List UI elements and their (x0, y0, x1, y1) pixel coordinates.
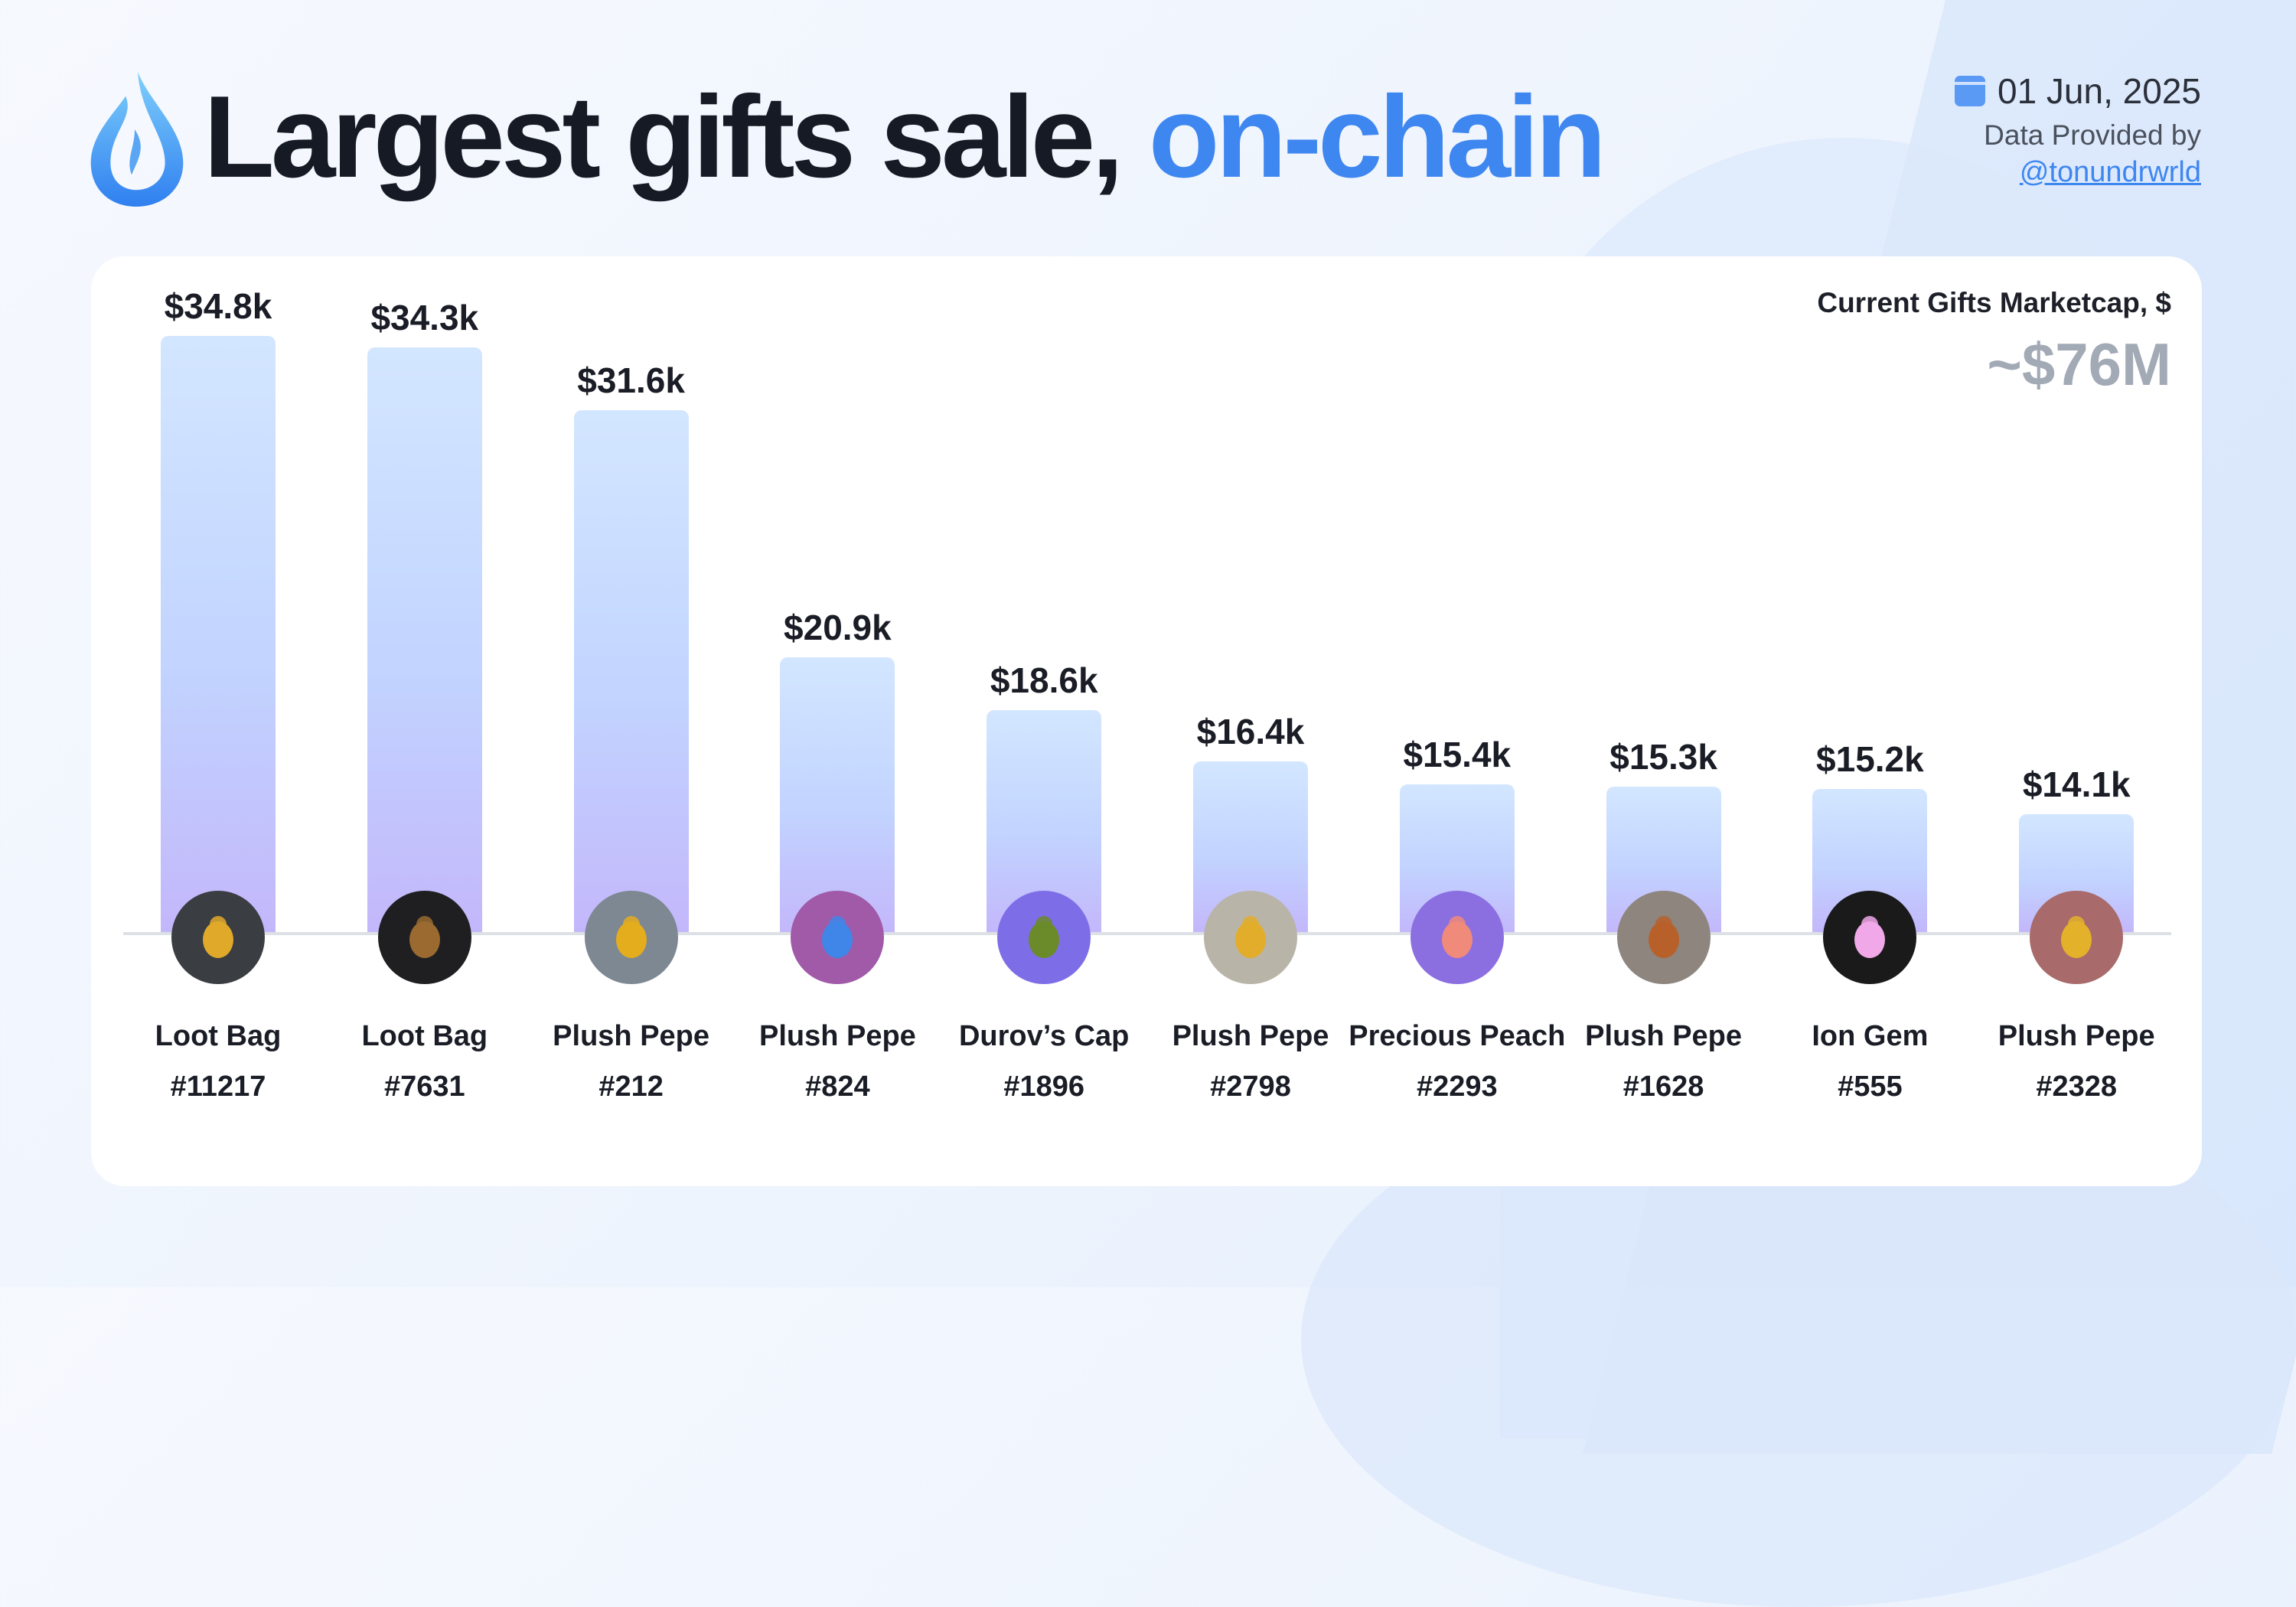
provider-handle-link[interactable]: @tonundrwrld (2019, 156, 2201, 188)
header-meta: 01 Jun, 2025 Data Provided by @tonundrwr… (1954, 70, 2201, 189)
loot-bag-icon (171, 891, 265, 984)
gift-number: #1628 (1623, 1071, 1704, 1103)
gift-number: #11217 (170, 1071, 266, 1103)
bar-value-label: $18.6k (990, 660, 1098, 701)
gift-name: Ion Gem (1812, 1020, 1929, 1052)
plush-pepe-icon (2030, 891, 2124, 984)
bar-value-label: $16.4k (1196, 711, 1305, 751)
gift-name: Plush Pepe (1998, 1020, 2155, 1052)
title-main: Largest gifts sale, (204, 72, 1124, 202)
date-row: 01 Jun, 2025 (1954, 70, 2201, 112)
bar-value-label: $31.6k (577, 360, 685, 400)
title-accent: on-chain (1148, 72, 1606, 202)
date-text: 01 Jun, 2025 (1997, 71, 2201, 111)
gift-name: Plush Pepe (1585, 1020, 1743, 1052)
gift-number: #2328 (2036, 1071, 2118, 1103)
chart-card: Current Gifts Marketcap, $ ~$76M $34.8k L… (91, 256, 2202, 1186)
gift-number: #1896 (1003, 1071, 1085, 1103)
bar (780, 657, 895, 932)
bar (367, 347, 482, 932)
gift-number: #2293 (1416, 1071, 1498, 1103)
drop-logo-icon (90, 71, 184, 207)
marketcap-label: Current Gifts Marketcap, $ (1817, 287, 2171, 318)
ion-gem-icon (1823, 891, 1917, 984)
gift-number: #824 (805, 1071, 870, 1103)
gift-number: #7631 (383, 1071, 465, 1103)
loot-bag-icon (377, 891, 471, 984)
data-provided-label: Data Provided by (1984, 119, 2201, 151)
precious-peach-icon (1410, 891, 1504, 984)
durovs-cap-icon (997, 891, 1091, 984)
marketcap-value: ~$76M (1987, 331, 2171, 398)
bar-value-label: $34.3k (370, 298, 479, 338)
calendar-icon (1954, 76, 1985, 106)
plush-pepe-icon (1204, 891, 1297, 984)
x-axis-baseline (123, 932, 2171, 935)
gift-name: Loot Bag (155, 1020, 282, 1052)
bar (161, 336, 276, 932)
bar-value-label: $14.1k (2022, 764, 2131, 805)
page-title: Largest gifts sale, on-chain (204, 72, 1606, 202)
gift-name: Plush Pepe (1172, 1020, 1329, 1052)
bar-value-label: $15.2k (1816, 738, 1924, 779)
bar-value-label: $20.9k (784, 607, 892, 647)
bar-value-label: $15.3k (1609, 736, 1717, 777)
bar-value-label: $34.8k (164, 286, 272, 327)
gift-number: #2798 (1210, 1071, 1291, 1103)
bar (573, 409, 689, 932)
gift-number: #212 (598, 1071, 664, 1103)
gift-name: Durov’s Cap (958, 1020, 1130, 1052)
gift-number: #555 (1838, 1071, 1903, 1103)
gift-name: Plush Pepe (758, 1020, 916, 1052)
plush-pepe-icon (584, 891, 678, 984)
gift-name: Plush Pepe (553, 1020, 710, 1052)
gift-name: Precious Peach (1349, 1020, 1566, 1052)
plush-pepe-icon (791, 891, 885, 984)
bar-value-label: $15.4k (1403, 734, 1512, 774)
gift-name: Loot Bag (361, 1020, 488, 1052)
plush-pepe-icon (1616, 891, 1711, 984)
